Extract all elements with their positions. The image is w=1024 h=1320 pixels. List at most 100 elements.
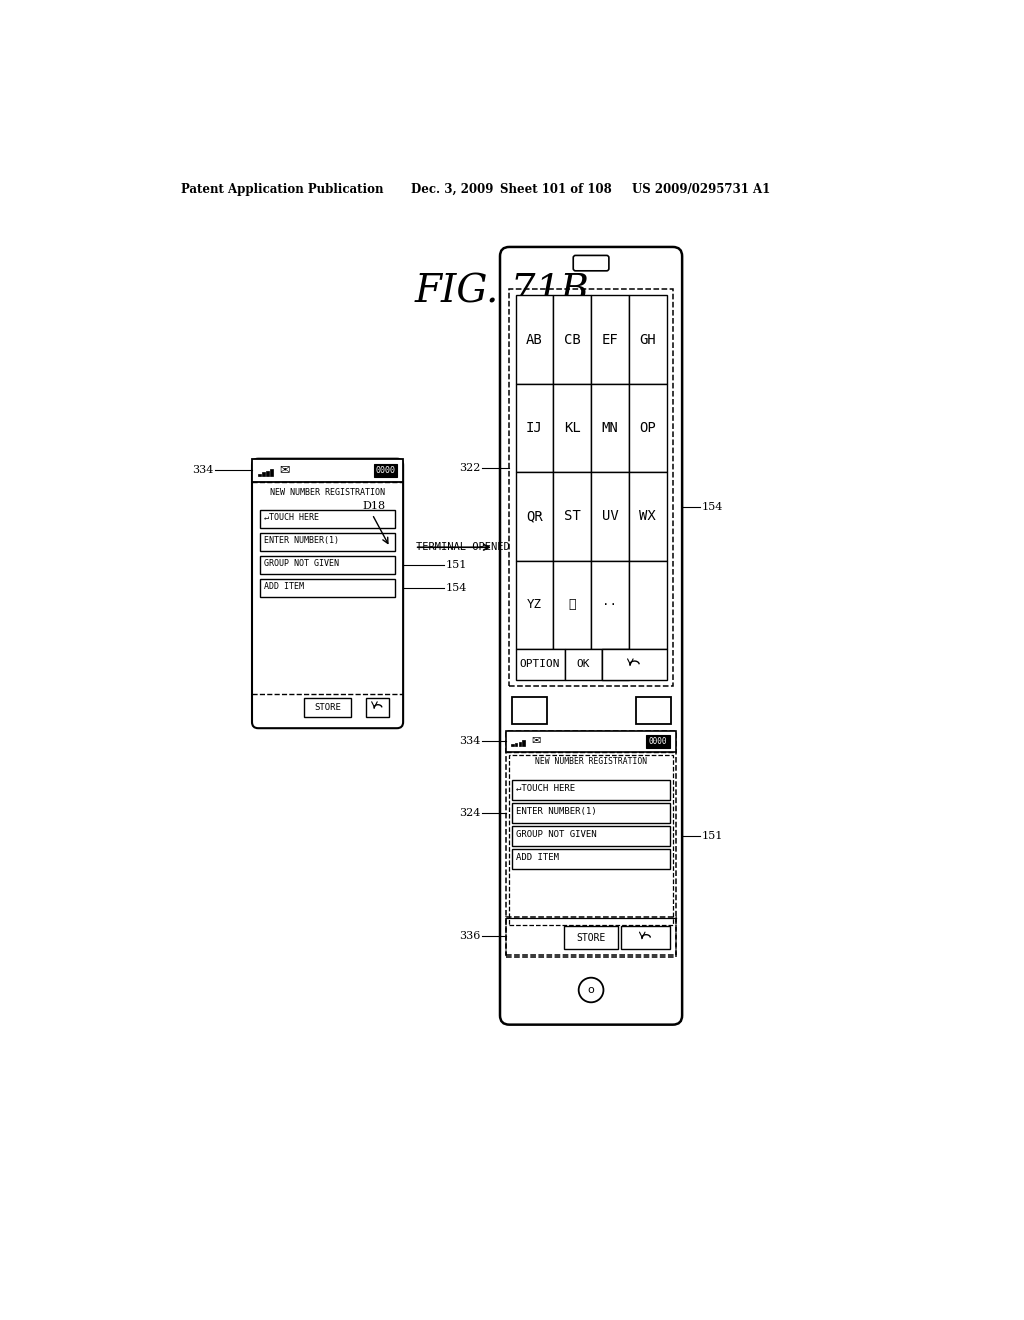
Text: 151: 151: [445, 560, 467, 570]
Text: KL: KL: [564, 421, 581, 436]
Text: Patent Application Publication: Patent Application Publication: [180, 183, 383, 197]
Bar: [509, 755, 673, 924]
Text: NEW NUMBER REGISTRATION: NEW NUMBER REGISTRATION: [535, 756, 647, 766]
Bar: [260, 579, 395, 598]
Bar: [512, 849, 670, 869]
Text: AB: AB: [526, 333, 543, 347]
Circle shape: [579, 978, 603, 1002]
Bar: [260, 510, 395, 528]
Bar: [262, 473, 265, 475]
Text: ✉: ✉: [280, 463, 290, 477]
FancyBboxPatch shape: [252, 459, 403, 729]
Text: GROUP NOT GIVEN: GROUP NOT GIVEN: [263, 558, 339, 568]
Text: 0000: 0000: [376, 466, 395, 475]
Bar: [304, 698, 351, 717]
Text: GROUP NOT GIVEN: GROUP NOT GIVEN: [516, 830, 597, 838]
Bar: [553, 296, 591, 384]
Bar: [252, 459, 403, 482]
Bar: [509, 289, 673, 686]
Bar: [515, 384, 553, 473]
Text: 334: 334: [459, 737, 480, 746]
Bar: [512, 803, 670, 822]
Text: US 2009/0295731 A1: US 2009/0295731 A1: [632, 183, 770, 197]
Bar: [515, 561, 553, 649]
Text: 336: 336: [459, 931, 480, 941]
Bar: [621, 927, 670, 949]
Bar: [629, 384, 667, 473]
Bar: [506, 730, 676, 957]
Text: D18: D18: [362, 502, 385, 511]
Text: 154: 154: [445, 583, 467, 593]
Text: QR: QR: [526, 510, 543, 523]
Text: IJ: IJ: [526, 421, 543, 436]
Bar: [515, 649, 564, 680]
Text: NEW NUMBER REGISTRATION: NEW NUMBER REGISTRATION: [270, 488, 385, 496]
Bar: [512, 826, 670, 846]
Text: ··: ··: [602, 598, 617, 611]
Text: OK: OK: [577, 659, 590, 669]
FancyBboxPatch shape: [573, 256, 609, 271]
Text: ST: ST: [564, 510, 581, 523]
Text: ↵TOUCH HERE: ↵TOUCH HERE: [263, 512, 318, 521]
Text: 154: 154: [701, 503, 723, 512]
Text: o: o: [588, 985, 595, 995]
Text: ⌣: ⌣: [568, 598, 575, 611]
Text: OPTION: OPTION: [520, 659, 560, 669]
Bar: [258, 474, 261, 475]
Text: ✉: ✉: [531, 737, 541, 746]
Bar: [602, 649, 629, 680]
Text: Sheet 101 of 108: Sheet 101 of 108: [500, 183, 611, 197]
Bar: [270, 470, 272, 475]
Text: EF: EF: [601, 333, 618, 347]
Bar: [518, 742, 521, 746]
Text: CB: CB: [564, 333, 581, 347]
Bar: [629, 473, 667, 561]
Bar: [511, 744, 514, 746]
Text: 324: 324: [459, 808, 480, 818]
Text: ADD ITEM: ADD ITEM: [263, 582, 304, 591]
Text: MN: MN: [601, 421, 618, 436]
Text: ADD ITEM: ADD ITEM: [516, 853, 559, 862]
Text: YZ: YZ: [527, 598, 542, 611]
Bar: [366, 698, 389, 717]
Bar: [553, 561, 591, 649]
Bar: [629, 296, 667, 384]
Bar: [553, 384, 591, 473]
Bar: [591, 473, 629, 561]
Bar: [629, 561, 667, 649]
Bar: [522, 741, 525, 746]
Text: TERMINAL OPENED: TERMINAL OPENED: [417, 543, 510, 552]
Bar: [564, 927, 617, 949]
FancyBboxPatch shape: [500, 247, 682, 1024]
Text: GH: GH: [639, 333, 656, 347]
Text: STORE: STORE: [577, 933, 606, 942]
Bar: [591, 384, 629, 473]
Bar: [553, 473, 591, 561]
Bar: [506, 730, 676, 752]
Text: 151: 151: [701, 832, 723, 841]
Bar: [260, 556, 395, 574]
Text: WX: WX: [639, 510, 656, 523]
Bar: [636, 697, 671, 725]
Bar: [602, 649, 667, 680]
Text: ↵TOUCH HERE: ↵TOUCH HERE: [516, 784, 575, 792]
Bar: [512, 780, 670, 800]
Text: FIG. 71B: FIG. 71B: [415, 275, 590, 312]
Bar: [260, 533, 395, 552]
Bar: [266, 471, 268, 475]
Text: ENTER NUMBER(1): ENTER NUMBER(1): [263, 536, 339, 545]
Text: STORE: STORE: [314, 704, 341, 711]
Text: Dec. 3, 2009: Dec. 3, 2009: [411, 183, 494, 197]
Bar: [506, 917, 676, 956]
Text: UV: UV: [601, 510, 618, 523]
Bar: [512, 697, 547, 725]
Text: ENTER NUMBER(1): ENTER NUMBER(1): [516, 807, 597, 816]
Text: 0000: 0000: [649, 737, 668, 746]
Bar: [646, 735, 670, 748]
Bar: [564, 649, 602, 680]
Text: 334: 334: [191, 465, 213, 475]
Text: OP: OP: [639, 421, 656, 436]
Bar: [515, 743, 517, 746]
Bar: [591, 561, 629, 649]
Bar: [515, 473, 553, 561]
